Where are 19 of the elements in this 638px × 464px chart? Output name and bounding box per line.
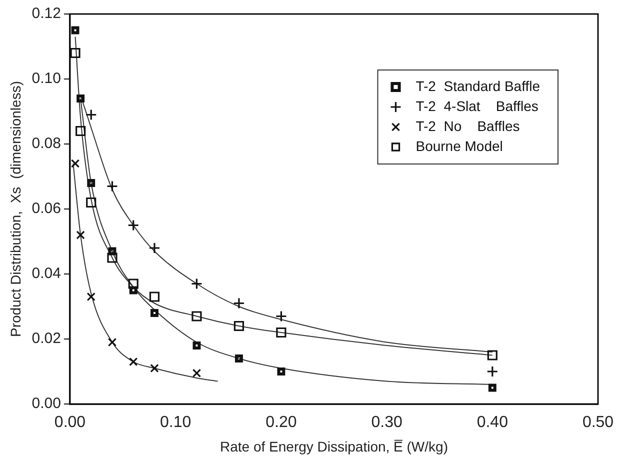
y-tick-label: 0.00 — [32, 395, 61, 412]
x-tick-label: 0.20 — [266, 414, 297, 432]
x-axis-title: Rate of Energy Dissipation, E̅ (W/kg) — [220, 438, 448, 454]
y-tick-label: 0.02 — [32, 330, 61, 348]
y-tick-label: 0.12 — [32, 5, 61, 22]
y-axis-title: Product Distribution, Xs (dimensionless) — [7, 81, 24, 337]
y-tick-label: 0.04 — [32, 265, 61, 282]
y-tick-label: 0.10 — [32, 70, 61, 88]
y-tick-label: 0.08 — [32, 135, 61, 152]
legend-label: T-2 4-Slat Baffles — [416, 98, 538, 114]
legend-label: Bourne Model — [416, 138, 503, 154]
legend-label: T-2 Standard Baffle — [416, 78, 540, 94]
y-tick-label: 0.06 — [32, 200, 61, 218]
x-tick-label: 0.30 — [371, 414, 402, 432]
x-tick-label: 0.50 — [582, 414, 614, 432]
legend-label: T-2 No Baffles — [416, 118, 520, 134]
x-tick-label: 0.00 — [54, 414, 86, 432]
x-tick-label: 0.40 — [476, 414, 508, 432]
x-tick-label: 0.10 — [160, 414, 192, 432]
